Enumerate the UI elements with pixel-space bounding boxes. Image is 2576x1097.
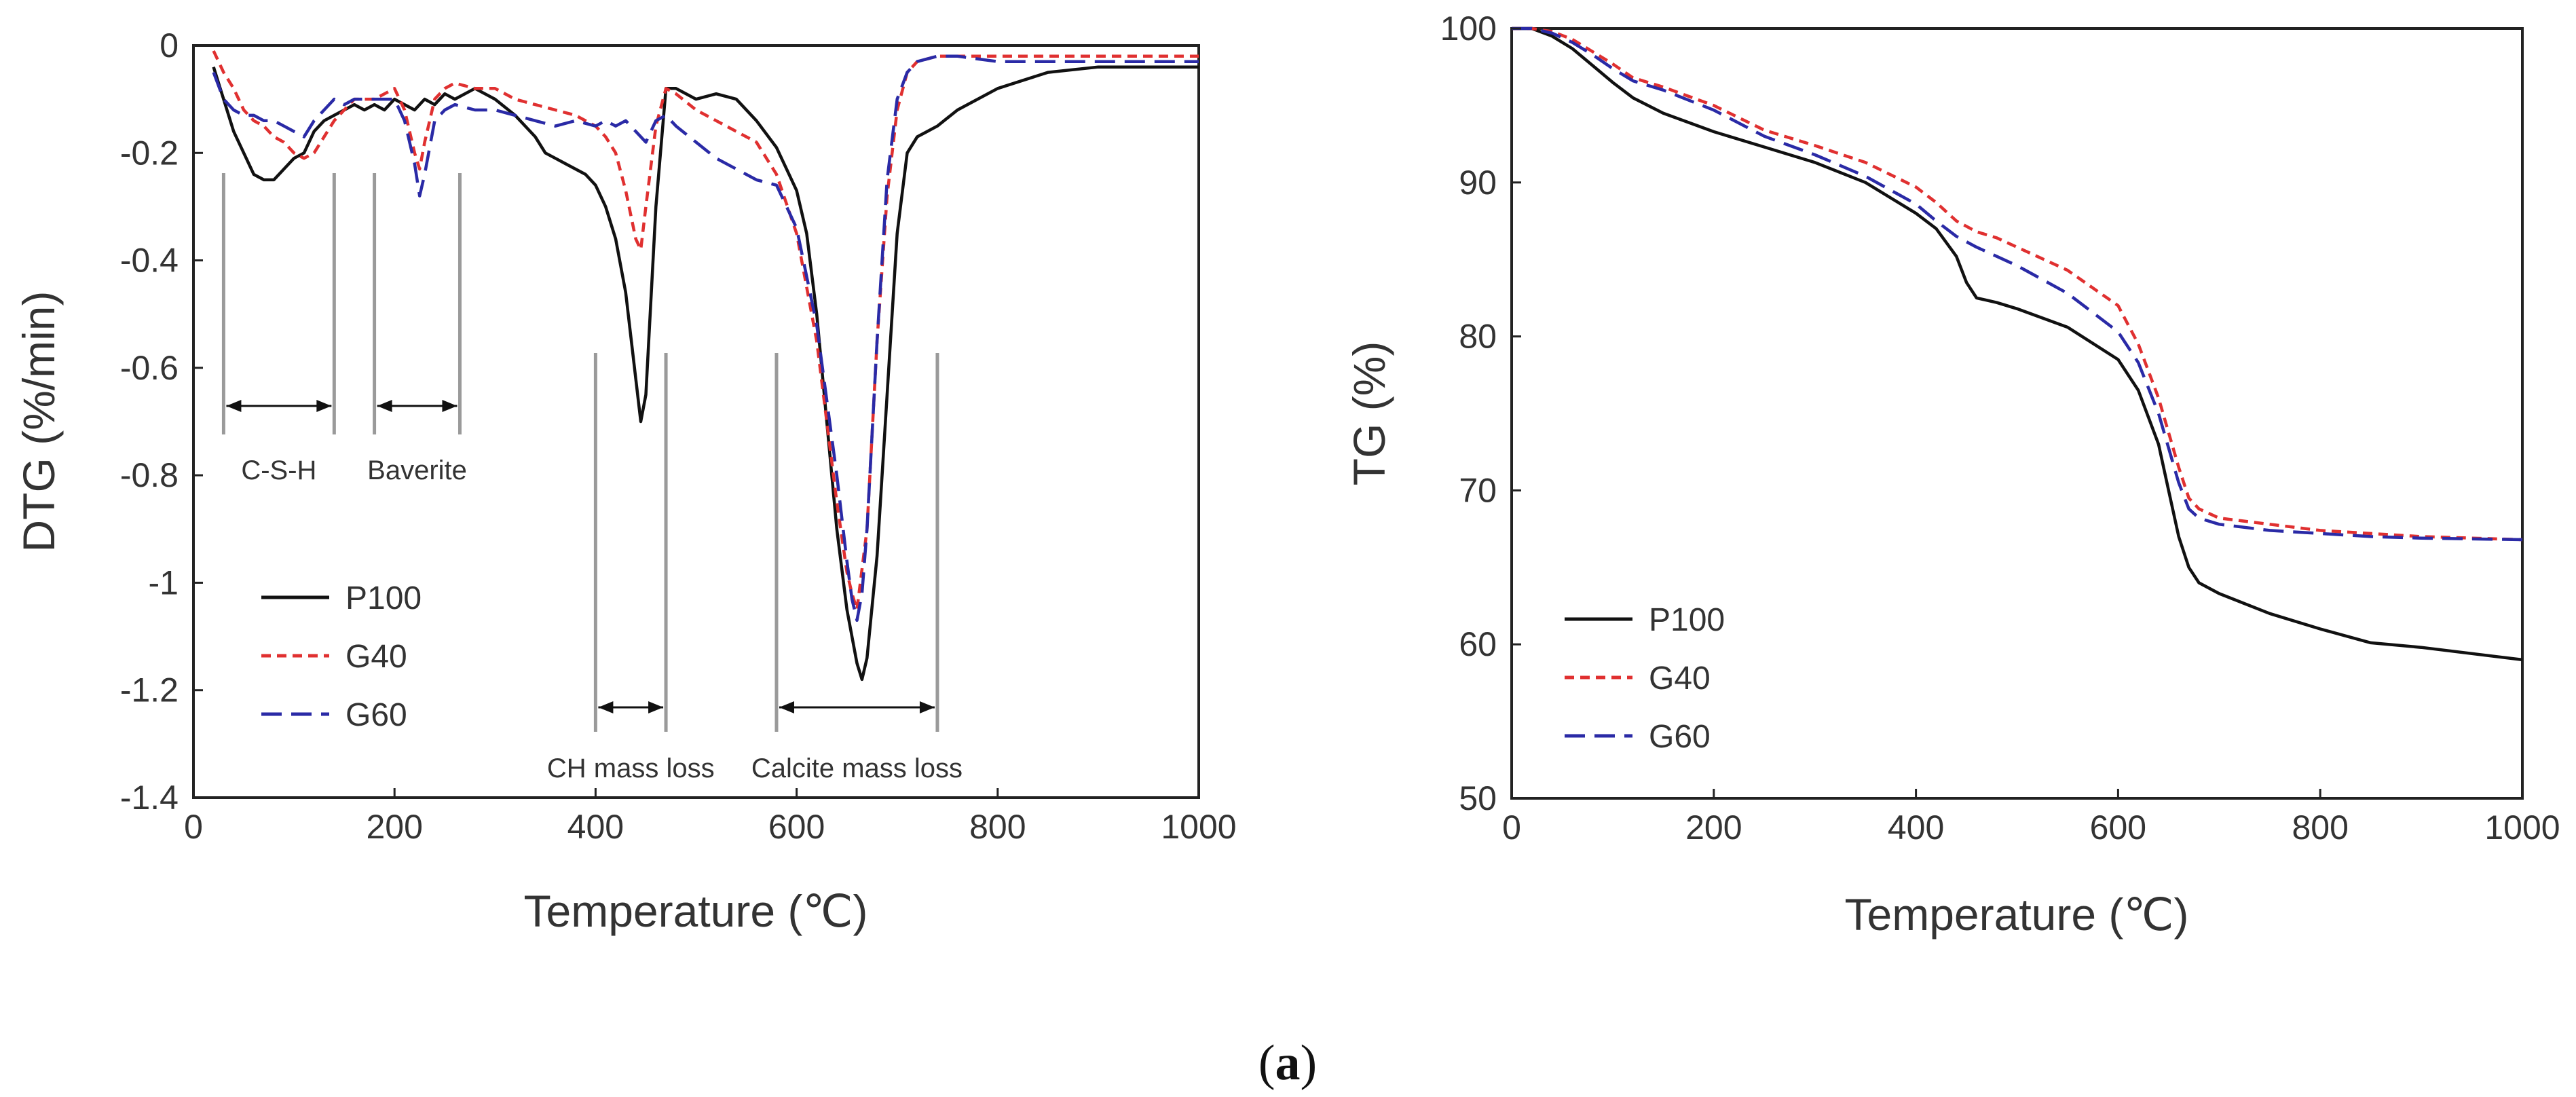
tg-series (1512, 26, 2523, 662)
annotation-label: CH mass loss (547, 754, 715, 783)
tg-x-tick-label: 200 (1685, 808, 1742, 847)
annotation-label: C-S-H (241, 455, 316, 485)
annotation-arrowhead-left (226, 400, 242, 412)
dtg-y-tick-label: -0.8 (120, 456, 179, 494)
tg-series-line-g40 (1512, 26, 2523, 542)
annotation-arrowhead-right (919, 701, 935, 713)
tg-legend-label-p100: P100 (1649, 602, 1725, 638)
annotation-arrowhead-left (598, 701, 614, 713)
tg-x-tick-label: 1000 (2484, 808, 2560, 847)
dtg-x-tick-label: 1000 (1161, 808, 1236, 846)
dtg-plot-frame (192, 44, 1200, 799)
dtg-y-tick-label: -0.6 (120, 349, 179, 387)
annotation-arrowhead-left (779, 701, 794, 713)
dtg-axes: 0 200 400 600 800 1000 0 -0.2 -0.4 -0.6 -0.8 -1 -1.2… (120, 26, 1237, 846)
dtg-x-axis-label: Temperature (℃) (524, 886, 868, 936)
tg-y-tick-label: 80 (1459, 318, 1497, 356)
annotation-arrowhead-right (316, 400, 332, 412)
annotation-arrowhead-left (377, 400, 392, 412)
dtg-y-tick-label: -0.2 (120, 134, 179, 172)
dtg-y-axis-label: DTG (%/min) (14, 291, 64, 553)
tg-y-tick-label: 60 (1459, 625, 1497, 663)
tg-y-tick-label: 90 (1459, 164, 1497, 202)
caption-close-paren: ) (1301, 1035, 1318, 1091)
tg-axes: 0 200 400 600 800 1000 50 60 70 80 90 100 (1440, 10, 2560, 847)
dtg-series-line-g60 (212, 54, 1199, 622)
tg-y-axis-label: TG (%) (1344, 341, 1394, 486)
caption-label: a (1275, 1035, 1301, 1091)
dtg-y-tick-label: 0 (160, 26, 179, 64)
annotation-label: Calcite mass loss (751, 754, 963, 783)
tg-y-tick-label: 50 (1459, 779, 1497, 817)
dtg-x-tick-label: 0 (184, 808, 203, 846)
dtg-y-tick-label: -1.4 (120, 779, 179, 817)
tg-y-tick-label: 100 (1440, 10, 1497, 48)
dtg-x-tick-label: 600 (768, 808, 825, 846)
tg-x-tick-label: 0 (1502, 808, 1521, 847)
dtg-legend-label-g40: G40 (346, 639, 407, 675)
tg-legend-label-g40: G40 (1649, 661, 1711, 696)
tg-x-tick-label: 800 (2292, 808, 2348, 847)
dtg-annotations: C-S-H Baverite CH mass loss Calcite mass lo… (221, 173, 963, 783)
tg-series-line-p100 (1512, 26, 2523, 662)
tg-legend-label-g60: G60 (1649, 719, 1711, 755)
dtg-series-line-p100 (212, 65, 1199, 682)
dtg-x-tick-label: 200 (366, 808, 422, 846)
figure-caption: (a) (1258, 1035, 1317, 1091)
dtg-legend-label-p100: P100 (346, 580, 422, 616)
dtg-x-tick-label: 400 (567, 808, 624, 846)
annotation-label: Baverite (367, 455, 467, 485)
annotation-arrowhead-right (648, 701, 664, 713)
dtg-series-line-g40 (212, 50, 1199, 612)
tg-x-tick-label: 400 (1888, 808, 1944, 847)
dtg-series (212, 50, 1199, 682)
dtg-legend-label-g60: G60 (346, 697, 407, 733)
tg-panel: 0 200 400 600 800 1000 50 60 70 80 90 100 Temperatu… (1344, 10, 2560, 940)
dtg-y-tick-label: -1.2 (120, 671, 179, 709)
tg-x-tick-label: 600 (2090, 808, 2146, 847)
tg-y-tick-label: 70 (1459, 471, 1497, 509)
dtg-y-tick-label: -0.4 (120, 242, 179, 280)
tg-legend: P100 G40 G60 (1565, 602, 1725, 755)
tg-x-axis-label: Temperature (℃) (1845, 889, 2189, 940)
dtg-x-tick-label: 800 (969, 808, 1026, 846)
dtg-legend: P100 G40 G60 (261, 580, 422, 733)
caption-open-paren: ( (1258, 1035, 1275, 1091)
dtg-y-tick-label: -1 (149, 563, 179, 601)
dtg-panel: C-S-H Baverite CH mass loss Calcite mass lo… (14, 26, 1237, 936)
annotation-arrowhead-right (442, 400, 458, 412)
tg-series-line-g60 (1512, 26, 2523, 542)
tg-plot-frame (1510, 27, 2524, 800)
